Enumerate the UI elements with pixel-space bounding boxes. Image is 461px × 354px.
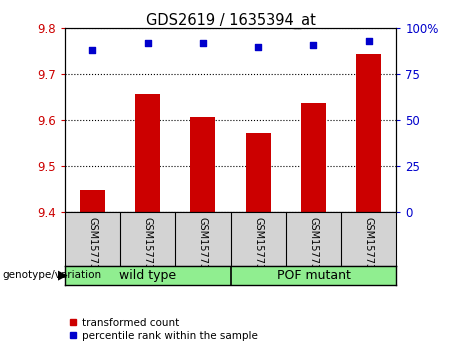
Text: genotype/variation: genotype/variation [2,270,101,280]
Text: GSM157737: GSM157737 [308,217,319,276]
Bar [301,103,326,212]
Legend: transformed count, percentile rank within the sample: transformed count, percentile rank withi… [65,314,262,345]
Text: GSM157735: GSM157735 [198,217,208,276]
Point [254,44,262,50]
Bar [80,190,105,212]
Text: POF mutant: POF mutant [277,269,350,282]
Text: ▶: ▶ [58,269,67,282]
Bar [135,94,160,212]
Text: GSM157734: GSM157734 [142,217,153,276]
Point [144,40,151,46]
Text: GSM157738: GSM157738 [364,217,374,276]
Text: GSM157732: GSM157732 [87,217,97,276]
Point [310,42,317,48]
Bar [190,117,215,212]
Point [365,38,372,44]
Point [89,47,96,53]
Point [199,40,207,46]
Text: wild type: wild type [119,269,176,282]
Bar [356,53,381,212]
Text: GDS2619 / 1635394_at: GDS2619 / 1635394_at [146,12,315,29]
Text: GSM157736: GSM157736 [253,217,263,276]
Bar [246,133,271,212]
